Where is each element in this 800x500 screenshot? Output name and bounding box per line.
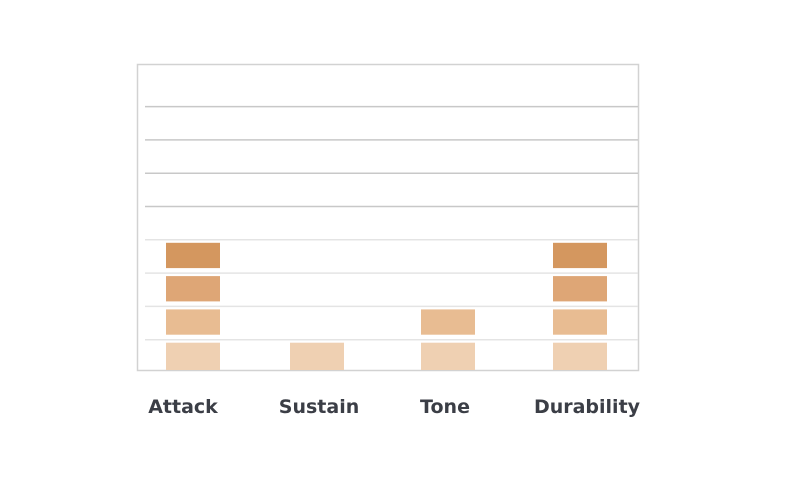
category-label-sustain: Sustain [279,396,359,418]
bar-block-attack-1 [166,342,220,370]
bar-block-durability-2 [553,309,607,335]
bar-block-sustain-1 [290,342,344,370]
bar-block-tone-1 [421,342,475,370]
category-label-attack: Attack [148,396,218,418]
bar-block-attack-3 [166,276,220,302]
bar-block-attack-2 [166,309,220,335]
bar-block-durability-3 [553,276,607,302]
bar-block-durability-1 [553,342,607,370]
bar-block-attack-4 [166,242,220,269]
bar-block-tone-2 [421,309,475,335]
category-label-tone: Tone [420,396,470,418]
category-label-durability: Durability [534,396,641,418]
bar-block-durability-4 [553,242,607,269]
